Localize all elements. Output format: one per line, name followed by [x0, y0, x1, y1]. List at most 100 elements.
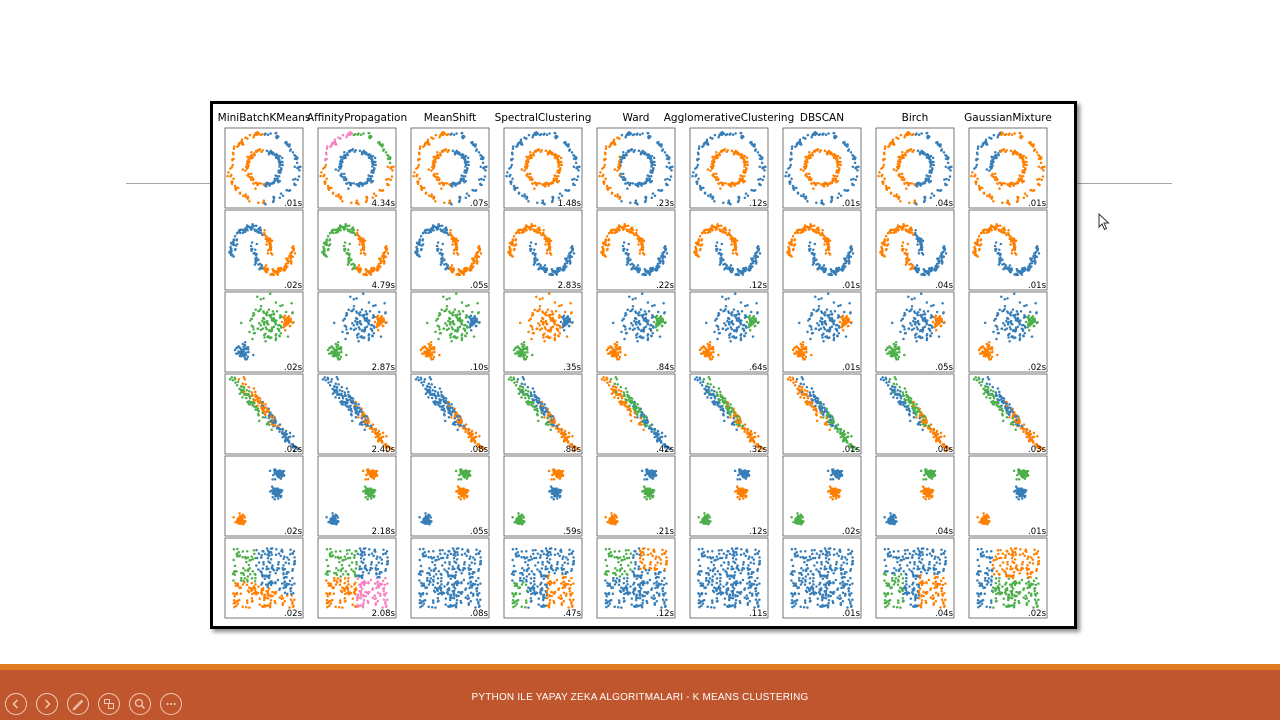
data-point	[267, 153, 271, 156]
data-point	[949, 169, 952, 172]
runtime-label: .04s	[935, 281, 954, 291]
data-point	[535, 295, 538, 299]
data-point	[997, 152, 1000, 155]
data-point	[279, 192, 283, 195]
panel-frame	[968, 127, 1048, 209]
data-point	[347, 248, 350, 252]
data-point	[995, 247, 998, 251]
data-point	[430, 169, 433, 172]
data-point	[450, 332, 453, 336]
data-point	[546, 153, 550, 156]
data-point	[730, 149, 734, 153]
data-point	[444, 226, 448, 229]
data-point	[472, 265, 475, 268]
data-point	[799, 194, 803, 198]
data-point	[259, 298, 263, 301]
data-point	[251, 223, 254, 226]
data-point	[238, 354, 242, 358]
data-point	[736, 200, 740, 204]
data-point	[713, 133, 717, 137]
data-point	[929, 165, 932, 168]
data-point	[344, 247, 347, 251]
data-point	[905, 187, 908, 190]
data-point	[360, 153, 364, 156]
data-point	[538, 307, 541, 311]
data-point	[843, 143, 847, 146]
data-point	[235, 346, 238, 349]
data-point	[347, 260, 350, 263]
data-point	[714, 244, 718, 248]
data-point	[367, 177, 370, 181]
data-point	[460, 174, 463, 177]
data-point	[264, 339, 267, 343]
data-point	[804, 165, 808, 169]
data-point	[943, 248, 946, 251]
data-point	[917, 268, 921, 272]
data-point	[520, 168, 524, 171]
data-point	[920, 132, 923, 135]
data-point	[763, 169, 766, 172]
data-point	[811, 152, 814, 155]
data-point	[557, 165, 560, 168]
scatter-panel: .35s	[503, 291, 583, 373]
data-point	[266, 133, 270, 136]
data-point	[998, 257, 1001, 261]
data-point	[375, 326, 379, 329]
data-point	[832, 177, 835, 181]
data-point	[757, 178, 760, 181]
data-point	[328, 238, 332, 241]
data-point	[481, 161, 485, 165]
data-point	[480, 177, 483, 181]
data-point	[457, 152, 460, 156]
data-point	[520, 231, 524, 235]
data-point	[366, 269, 369, 273]
data-point	[415, 247, 419, 251]
data-point	[737, 273, 741, 277]
data-point	[838, 156, 842, 160]
data-point	[385, 178, 388, 181]
data-point	[823, 243, 826, 246]
data-point	[729, 185, 733, 188]
data-point	[733, 243, 736, 246]
data-point	[460, 337, 464, 340]
algorithm-title: DBSCAN	[800, 112, 844, 124]
data-point	[1032, 145, 1035, 148]
data-point	[882, 158, 885, 161]
data-point	[995, 178, 999, 182]
data-point	[978, 187, 981, 190]
data-point	[363, 328, 367, 332]
data-point	[608, 231, 612, 234]
data-point	[383, 301, 386, 305]
data-point	[719, 260, 722, 263]
data-point	[357, 266, 360, 270]
data-point	[573, 183, 576, 187]
data-point	[541, 201, 544, 205]
data-point	[364, 310, 368, 313]
data-point	[444, 267, 447, 271]
data-point	[706, 168, 710, 171]
data-point	[638, 268, 642, 272]
data-point	[913, 201, 916, 205]
data-point	[1014, 239, 1018, 242]
data-point	[272, 313, 276, 316]
data-point	[246, 174, 249, 177]
data-point	[641, 248, 644, 251]
data-point	[324, 158, 327, 161]
data-point	[257, 258, 260, 261]
data-point	[712, 158, 716, 161]
data-point	[754, 256, 757, 260]
data-point	[640, 184, 643, 187]
data-point	[519, 138, 523, 141]
data-point	[524, 224, 528, 227]
data-point	[282, 326, 286, 329]
data-point	[278, 324, 281, 327]
data-point	[525, 165, 529, 169]
data-point	[914, 232, 917, 236]
data-point	[435, 172, 439, 176]
data-point	[466, 326, 469, 329]
data-point	[1030, 189, 1033, 192]
data-point	[733, 184, 736, 187]
data-point	[831, 153, 835, 157]
data-point	[456, 317, 460, 321]
data-point	[336, 340, 340, 344]
